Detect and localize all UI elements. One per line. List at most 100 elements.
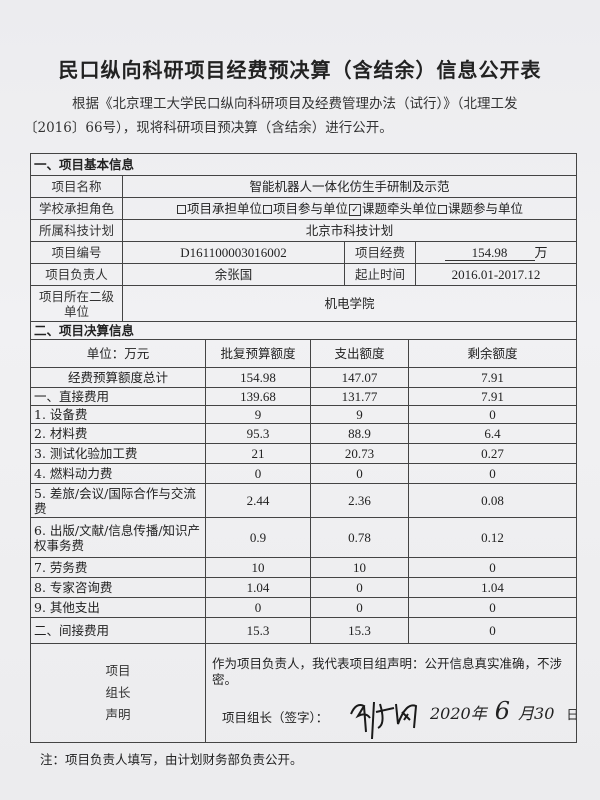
date-day: 30	[534, 704, 555, 723]
code-value: D161100003016002	[122, 241, 345, 264]
row-label: 9. 其他支出	[30, 597, 206, 618]
row-label: 8. 专家咨询费	[30, 577, 206, 598]
approved-amount: 0	[205, 463, 311, 484]
spent-amount: 0	[310, 577, 409, 598]
funding-value: 154.98	[444, 245, 535, 261]
approved-amount: 1.04	[205, 577, 311, 598]
intro-line-1: 根据《北京理工大学民口纵向科研项目及经费管理办法（试行）》（北理工发	[72, 96, 518, 112]
intro-paragraph: 根据《北京理工大学民口纵向科研项目及经费管理办法（试行）》（北理工发 〔2016…	[24, 92, 558, 140]
intro-line-2: 〔2016〕66号），现将科研项目预决算（含结余）进行公开。	[24, 120, 393, 136]
handwritten-signature	[350, 701, 418, 739]
spent-amount: 2.36	[310, 483, 409, 518]
row-label: 6. 出版/文献/信息传播/知识产权事务费	[30, 517, 206, 558]
row-label: 1. 设备费	[30, 405, 206, 424]
approved-amount: 2.44	[205, 483, 311, 518]
spent-amount: 147.07	[310, 367, 409, 388]
spent-amount: 88.9	[310, 423, 409, 444]
role-option: 项目参与单位	[272, 201, 348, 216]
day-char: 日	[566, 707, 575, 722]
budget-row: 8. 专家咨询费 1.04 0 1.04	[30, 577, 578, 598]
month-char: 月	[518, 704, 535, 723]
declaration-label: 项目组长声明	[105, 663, 131, 722]
approved-amount: 21	[205, 443, 311, 464]
row-label: 2. 材料费	[30, 423, 206, 444]
budget-row: 3. 测试化验加工费 21 20.73 0.27	[30, 443, 578, 464]
date-month: 6	[494, 697, 511, 725]
checkbox-unchecked-icon	[438, 205, 448, 214]
code-label: 项目编号	[30, 241, 123, 264]
budget-row: 一、直接费用 139.68 131.77 7.91	[30, 387, 578, 406]
header-remaining: 剩余额度	[407, 339, 578, 368]
funding-cell: 154.98 万	[414, 241, 578, 264]
budget-row: 9. 其他支出 0 0 0	[30, 597, 578, 618]
approved-amount: 95.3	[205, 423, 311, 444]
declaration-cell: 作为项目负责人，我代表项目组声明：公开信息真实准确，不涉密。 项目组长（签字）：…	[204, 643, 578, 743]
remaining-amount: 0.08	[407, 483, 578, 518]
remaining-amount: 0	[407, 617, 578, 644]
basic-info-table: 一、项目基本信息 项目名称 智能机器人一体化仿生手研制及示范 学校承担角色 项目承…	[29, 153, 578, 322]
checkbox-unchecked-icon	[176, 205, 186, 214]
section1-heading: 一、项目基本信息	[29, 153, 578, 176]
header-unit: 单位：万元	[30, 339, 206, 368]
spent-amount: 9	[310, 405, 409, 424]
role-option: 课题参与单位	[448, 201, 524, 216]
approved-amount: 154.98	[205, 367, 311, 388]
declaration-label-cell: 项目组长声明	[30, 643, 206, 743]
dept-label: 项目所在二级单位	[30, 285, 123, 322]
row-label: 一、直接费用	[30, 387, 206, 406]
spent-amount: 20.73	[310, 443, 409, 464]
budget-row: 6. 出版/文献/信息传播/知识产权事务费 0.9 0.78 0.12	[30, 517, 578, 558]
remaining-amount: 0	[407, 463, 578, 484]
row-label: 3. 测试化验加工费	[30, 443, 206, 464]
role-option: 项目承担单位	[186, 201, 262, 216]
remaining-amount: 0.27	[407, 443, 578, 464]
remaining-amount: 0	[407, 405, 578, 424]
budget-table: 二、项目决算信息 单位：万元 批复预算额度 支出额度 剩余额度 经费预算额度总计…	[29, 321, 578, 743]
budget-row: 二、间接费用 15.3 15.3 0	[30, 617, 578, 644]
budget-row: 1. 设备费 9 9 0	[30, 405, 578, 424]
approved-amount: 15.3	[205, 617, 311, 644]
spent-amount: 0.78	[310, 517, 409, 558]
role-option: 课题牵头单位	[362, 201, 438, 216]
footnote: 注：项目负责人填写，由计划财务部负责公开。	[40, 752, 303, 767]
form-body: 一、项目基本信息 项目名称 智能机器人一体化仿生手研制及示范 学校承担角色 项目承…	[29, 153, 578, 768]
plan-value: 北京市科技计划	[121, 219, 578, 242]
checkbox-checked-icon: ✓	[349, 203, 361, 216]
remaining-amount: 6.4	[407, 423, 578, 444]
document-title: 民口纵向科研项目经费预决算（含结余）信息公开表	[58, 58, 542, 82]
remaining-amount: 0	[407, 597, 578, 618]
role-options: 项目承担单位 项目参与单位 ✓ 课题牵头单位 课题参与单位	[121, 197, 578, 220]
row-label: 5. 差旅/会议/国际合作与交流费	[30, 483, 206, 518]
remaining-amount: 7.91	[407, 367, 578, 388]
project-name: 智能机器人一体化仿生手研制及示范	[121, 175, 578, 198]
spent-amount: 15.3	[310, 617, 409, 644]
approved-amount: 139.68	[205, 387, 311, 406]
leader-value: 余张国	[122, 263, 345, 286]
period-label: 起止时间	[344, 263, 416, 286]
funding-label: 项目经费	[344, 241, 416, 264]
row-label: 经费预算额度总计	[30, 367, 206, 388]
header-spent: 支出额度	[310, 339, 409, 368]
section2-heading: 二、项目决算信息	[29, 321, 578, 340]
checkbox-unchecked-icon	[262, 205, 272, 214]
row-label: 4. 燃料动力费	[30, 463, 206, 484]
remaining-amount: 0	[407, 557, 578, 578]
declaration-text: 作为项目负责人，我代表项目组声明：公开信息真实准确，不涉密。	[212, 656, 563, 687]
remaining-amount: 1.04	[407, 577, 578, 598]
spent-amount: 0	[310, 597, 409, 618]
budget-row: 7. 劳务费 10 10 0	[30, 557, 578, 578]
spent-amount: 131.77	[310, 387, 409, 406]
spent-amount: 0	[310, 463, 409, 484]
budget-row: 4. 燃料动力费 0 0 0	[30, 463, 578, 484]
name-label: 项目名称	[30, 175, 123, 198]
remaining-amount: 7.91	[407, 387, 578, 406]
funding-unit: 万	[534, 244, 548, 260]
budget-row: 5. 差旅/会议/国际合作与交流费 2.44 2.36 0.08	[30, 483, 578, 518]
dept-value: 机电学院	[121, 285, 578, 322]
approved-amount: 9	[205, 405, 311, 424]
row-label: 7. 劳务费	[30, 557, 206, 578]
spent-amount: 10	[310, 557, 409, 578]
approved-amount: 0.9	[205, 517, 311, 558]
